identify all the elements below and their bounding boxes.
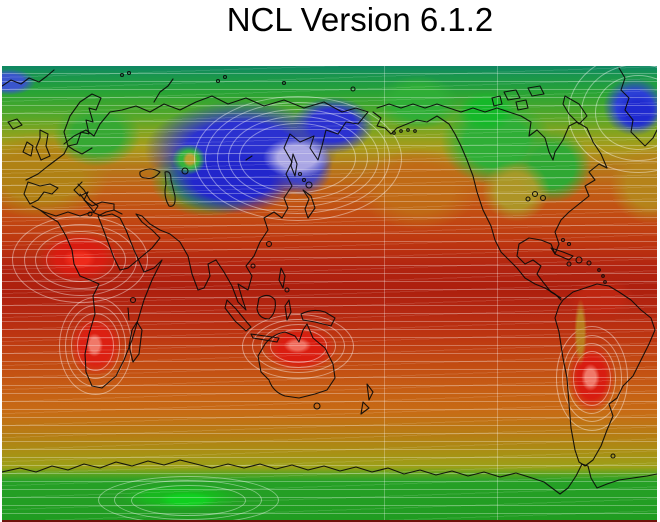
island-kuril-2 [301,177,307,183]
island-sulawesi [284,299,292,321]
island-baffin [562,95,588,125]
island-severnaya-2 [222,74,228,80]
island-madagascar [128,321,143,363]
coastlines-layer [2,67,657,495]
island-aleutian-3 [406,128,410,132]
coastline-scandinavia [63,93,102,147]
coastline-antarctica [2,459,657,495]
island-japan [302,189,316,219]
contour-ring-samerica-hot-core [555,326,628,431]
sea-aral [181,167,189,175]
island-antilles-2 [601,274,605,278]
island-wrangel [350,86,356,92]
anomaly-amazon-warm [555,271,648,326]
island-new-guinea [300,309,336,327]
island-sicily [87,211,93,217]
island-jamaica [566,261,572,267]
coastline-australia [257,323,336,399]
anomaly-na-interior-olive [470,150,562,233]
island-antilles-3 [603,280,607,284]
island-ireland [22,141,34,157]
island-aleutian [392,131,396,135]
coastline-namerica-west [372,111,562,301]
world-contour-map [2,66,657,522]
temperature-anomaly-layer [2,66,657,522]
coastline-west-europe [25,145,93,181]
islands-novaya-zemlya [153,78,174,103]
island-svalbard-2 [126,70,132,76]
coastline-redsea-levant [97,209,123,271]
raster-seam-line-1 [383,66,385,522]
island-taiwan [265,240,273,248]
contour-ring-safrica-hot-core [58,297,132,395]
coastline-asia-pacific [215,111,369,311]
coastline-samerica [554,283,656,467]
coastline-africa [31,205,163,389]
coastline-greenland-right [618,67,657,147]
coastline-italy-adriatic [73,181,99,213]
island-bahamas-2 [566,241,572,247]
lake-great-1 [531,190,539,198]
island-nz-north [366,383,374,401]
south-pole-dark-strip [2,520,657,522]
island-hokkaido [305,181,313,189]
lake-great-2 [539,194,547,202]
island-aleutian-2 [399,129,403,133]
lake-baikal [245,155,253,161]
contour-ring-siberia-lavender-core [193,95,402,221]
island-new-siberian [281,80,287,86]
island-britain [35,129,51,161]
contour-ring-antarctica-bright-core [98,476,279,522]
island-bahamas-1 [560,237,566,243]
lake-great-3 [525,196,531,202]
island-puerto-rico [586,260,592,266]
sea-caspian [164,171,176,207]
island-iceland [7,118,23,130]
anomaly-andes-cool-stripe [571,287,589,379]
lake-victoria [129,296,137,304]
sea-black [139,168,161,179]
contour-ring-australia-hot-core [242,313,355,379]
island-hainan [250,263,256,269]
island-mindanao [284,287,290,293]
page-title: NCL Version 6.1.2 [226,1,494,38]
island-tasmania [313,402,321,410]
coastline-anatolia [83,191,115,211]
coastline-eurasia-arctic [63,95,369,145]
island-java [250,333,280,343]
island-kuril [297,171,303,177]
island-hispaniola [575,256,583,264]
island-aleutian-4 [413,129,417,133]
lake-tanganyika [127,307,130,321]
island-falklands [610,453,616,459]
island-sakhalin [290,153,298,177]
coastline-greenland-wrap-left [2,69,55,87]
island-cuba [550,247,574,261]
islands-canadian-arctic [491,85,545,111]
island-sumatra [224,299,252,332]
coastline-iberia [23,181,59,205]
island-nz-south [360,401,370,415]
coastline-namerica-east [376,103,608,299]
island-severnaya [215,78,221,84]
coastline-india-arabia [119,213,217,291]
island-antilles-1 [597,268,601,272]
island-svalbard [119,72,125,78]
islands-philippines [278,267,286,289]
raster-seam-line-2 [496,66,498,522]
island-borneo [256,294,276,320]
